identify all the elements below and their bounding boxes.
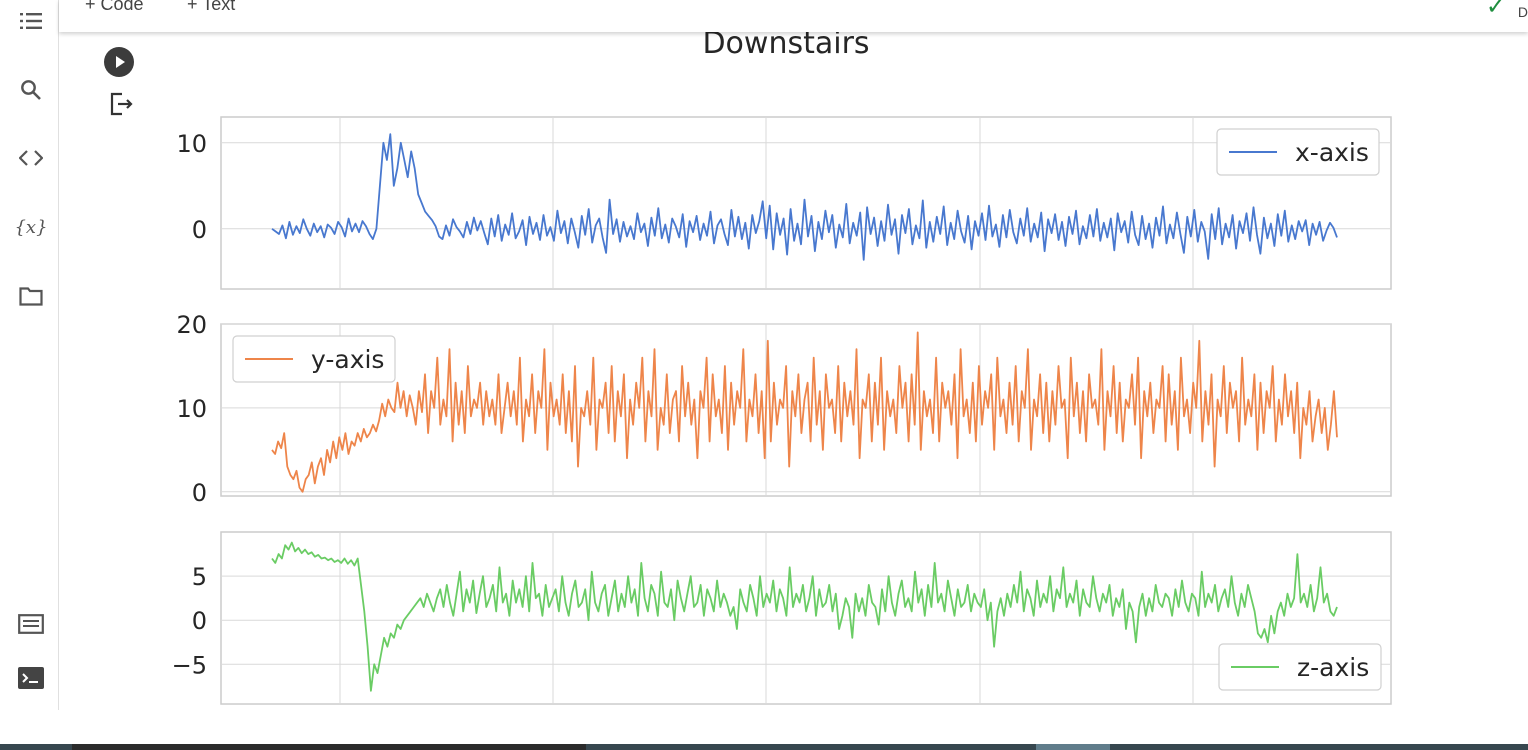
legend-box — [1216, 128, 1380, 176]
command-palette-icon[interactable] — [14, 607, 48, 641]
files-icon[interactable] — [14, 279, 48, 313]
legend-box — [232, 335, 396, 383]
y-tick-label: −5 — [172, 651, 207, 679]
output-actions-icon[interactable] — [110, 92, 136, 120]
series-line-x-axis — [271, 133, 1338, 261]
y-tick-label: 0 — [192, 607, 207, 635]
plot-area — [220, 116, 1392, 290]
run-cell-button[interactable] — [104, 47, 134, 77]
series-line-z-axis — [271, 541, 1338, 692]
add-code-button[interactable]: + Code — [85, 0, 144, 14]
chart: 0 10 x-axis 0 10 20 y-axis −5 0 5 z-axis — [172, 116, 1392, 705]
plot-area — [220, 323, 1392, 497]
legend-label: z-axis — [1297, 653, 1369, 682]
legend-box — [1218, 643, 1382, 691]
series-line-y-axis — [271, 331, 1338, 493]
terminal-icon[interactable] — [14, 661, 48, 695]
table-of-contents-icon[interactable] — [14, 4, 48, 38]
legend: z-axis — [1218, 643, 1382, 691]
status-text: D — [1517, 4, 1528, 20]
subplot-2: 0 10 20 y-axis — [176, 311, 1392, 507]
subplot-3: −5 0 5 z-axis — [172, 531, 1392, 705]
legend: x-axis — [1216, 128, 1380, 176]
notebook-toolbar: + Code + Text ✓ D — [59, 0, 1528, 32]
y-tick-label: 5 — [192, 563, 207, 591]
legend-label: x-axis — [1295, 138, 1369, 167]
legend: y-axis — [232, 335, 396, 383]
legend-label: y-axis — [311, 345, 384, 374]
search-icon[interactable] — [14, 73, 48, 107]
check-icon: ✓ — [1485, 0, 1506, 20]
subplot-1: 0 10 x-axis — [176, 116, 1392, 290]
y-tick-label: 20 — [176, 311, 207, 339]
left-sidebar: {x} — [0, 0, 59, 710]
add-text-button[interactable]: + Text — [187, 0, 236, 14]
y-tick-label: 10 — [176, 130, 207, 158]
y-tick-label: 10 — [176, 395, 207, 423]
taskbar — [0, 744, 1528, 750]
plot-area — [220, 531, 1392, 705]
variables-glyph: {x} — [14, 216, 48, 238]
y-tick-label: 0 — [192, 216, 207, 244]
y-tick-label: 0 — [192, 479, 207, 507]
code-snippets-icon[interactable] — [14, 141, 48, 175]
variables-icon[interactable]: {x} — [14, 210, 48, 244]
